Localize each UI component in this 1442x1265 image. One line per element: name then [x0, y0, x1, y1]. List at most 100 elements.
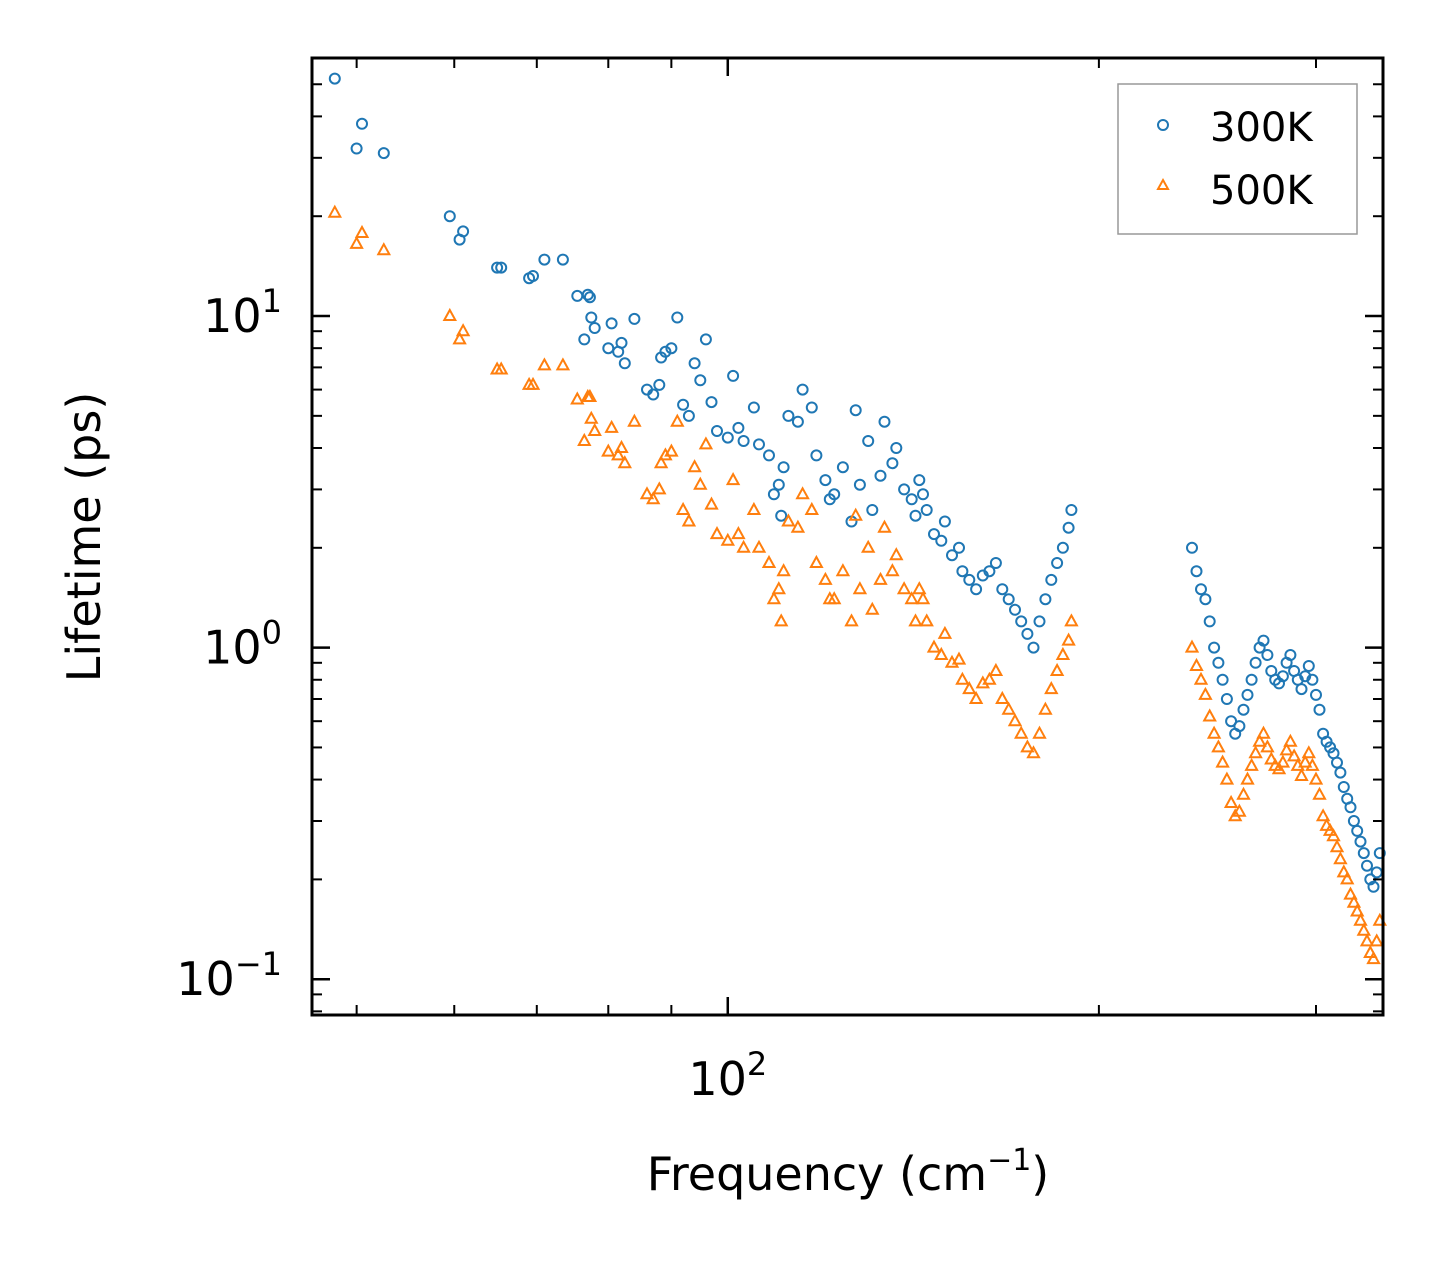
data-point — [377, 147, 390, 160]
data-point — [1216, 673, 1229, 686]
data-point — [919, 613, 934, 627]
data-point — [525, 376, 541, 390]
data-point — [601, 443, 616, 457]
data-point — [865, 601, 880, 615]
data-point — [908, 613, 923, 627]
data-point — [376, 242, 391, 256]
data-point — [1257, 634, 1270, 647]
y-tick-label: 10−1 — [176, 945, 282, 1006]
data-point — [731, 526, 746, 540]
data-point — [886, 457, 899, 470]
data-point — [818, 571, 833, 585]
data-point — [452, 331, 467, 345]
data-point — [805, 401, 818, 414]
data-point — [602, 342, 615, 355]
data-point — [628, 312, 641, 325]
data-point — [885, 563, 900, 577]
data-point — [1232, 803, 1247, 817]
data-point — [725, 472, 741, 486]
data-point — [1359, 933, 1375, 947]
data-point — [1062, 521, 1075, 534]
data-point — [913, 474, 926, 487]
data-point — [1199, 593, 1212, 606]
data-point — [584, 410, 599, 424]
data-point — [1264, 751, 1279, 765]
data-point — [1236, 786, 1251, 800]
data-point — [1336, 864, 1351, 878]
data-point — [720, 532, 735, 546]
data-point — [1208, 641, 1221, 654]
data-point — [996, 583, 1009, 596]
data-point — [647, 388, 660, 401]
data-point — [652, 481, 667, 495]
data-point — [1308, 771, 1324, 785]
data-point — [866, 504, 879, 516]
data-point — [1065, 504, 1078, 516]
data-point — [328, 72, 341, 85]
data-point — [955, 671, 970, 685]
data-point — [664, 443, 679, 457]
data-point — [915, 591, 931, 605]
data-point — [1195, 583, 1207, 596]
data-point — [1193, 671, 1209, 685]
data-point — [905, 493, 918, 506]
data-point — [1064, 613, 1079, 627]
data-point — [848, 507, 863, 521]
data-point — [1038, 701, 1053, 715]
data-point — [677, 398, 690, 411]
data-point — [605, 317, 618, 330]
data-point — [753, 438, 765, 451]
data-point — [782, 409, 795, 422]
data-point — [995, 690, 1010, 704]
data-point — [953, 541, 965, 554]
data-point — [1260, 739, 1275, 753]
data-point — [1310, 688, 1322, 701]
data-point — [877, 519, 892, 533]
data-point — [761, 554, 777, 568]
data-point — [653, 378, 666, 391]
data-point — [615, 336, 628, 349]
data-point — [1313, 703, 1326, 716]
data-point — [746, 501, 762, 515]
data-point — [1206, 725, 1222, 739]
data-point — [537, 357, 552, 371]
data-point — [937, 625, 953, 639]
data-point — [1026, 745, 1041, 759]
data-point — [935, 534, 948, 547]
data-point — [727, 369, 740, 382]
data-point — [874, 469, 887, 482]
data-point — [1248, 745, 1263, 759]
data-point — [938, 515, 951, 528]
data-point — [350, 142, 363, 155]
data-point — [688, 357, 701, 370]
data-point — [777, 461, 790, 474]
data-point — [675, 501, 691, 515]
data-point — [556, 253, 569, 266]
legend-label-300k: 300K — [1210, 105, 1314, 151]
data-point — [809, 554, 824, 568]
data-point — [1353, 912, 1368, 926]
data-point — [904, 591, 919, 605]
data-point — [896, 581, 912, 595]
data-point — [1356, 922, 1371, 936]
data-point — [983, 565, 996, 578]
data-point — [917, 488, 929, 501]
data-point — [1357, 847, 1370, 860]
data-point — [1223, 794, 1239, 808]
data-point — [1049, 662, 1065, 676]
data-point — [956, 565, 969, 578]
legend-marker-500k — [1156, 177, 1170, 190]
legend: 300K 500K — [1117, 83, 1358, 235]
data-point — [736, 539, 751, 553]
data-point — [1240, 771, 1255, 785]
data-point — [853, 478, 866, 491]
data-point — [665, 342, 678, 355]
data-point — [772, 478, 785, 491]
data-point — [982, 671, 997, 685]
data-point — [1015, 615, 1028, 628]
data-point — [457, 225, 470, 238]
data-point — [878, 415, 891, 428]
data-point — [1044, 681, 1059, 695]
data-point — [849, 404, 862, 417]
data-point — [585, 311, 598, 324]
